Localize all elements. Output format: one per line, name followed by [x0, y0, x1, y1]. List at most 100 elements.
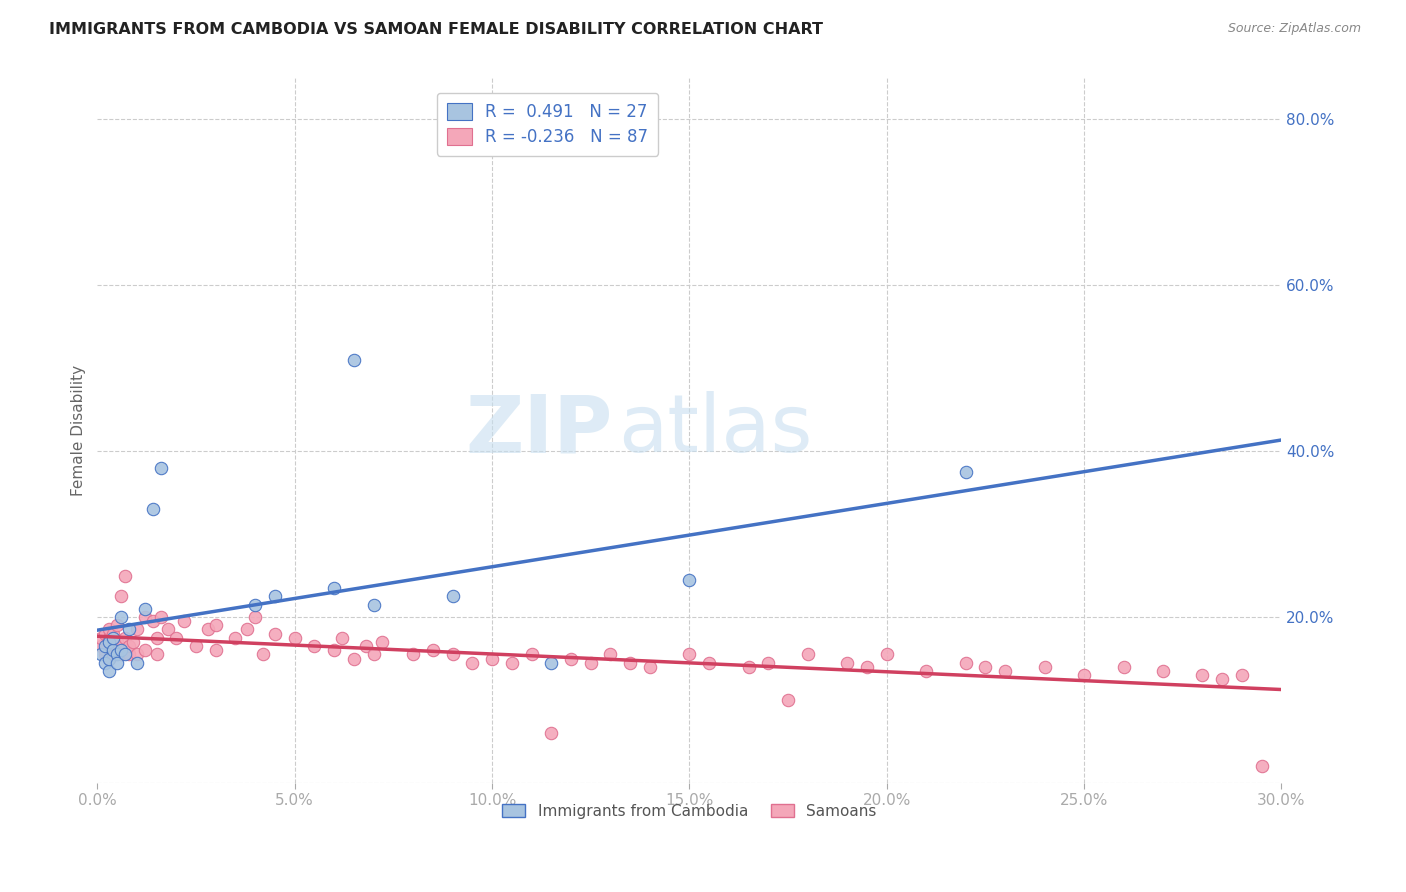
Point: [98, 664, 121, 678]
Point: [323, 581, 346, 595]
Point: [90, 631, 112, 645]
Point: [756, 656, 779, 670]
Point: [797, 648, 820, 662]
Point: [737, 660, 759, 674]
Point: [323, 643, 346, 657]
Point: [1191, 668, 1213, 682]
Point: [837, 656, 859, 670]
Point: [856, 660, 879, 674]
Point: [994, 664, 1017, 678]
Point: [98, 631, 121, 645]
Point: [118, 648, 141, 662]
Point: [402, 648, 425, 662]
Point: [134, 601, 156, 615]
Point: [264, 589, 287, 603]
Point: [330, 631, 353, 645]
Point: [678, 648, 700, 662]
Point: [157, 623, 180, 637]
Point: [974, 660, 997, 674]
Point: [481, 651, 503, 665]
Point: [441, 648, 464, 662]
Point: [520, 648, 543, 662]
Point: [114, 631, 136, 645]
Point: [1112, 660, 1135, 674]
Point: [149, 610, 172, 624]
Point: [94, 648, 117, 662]
Point: [101, 631, 124, 645]
Point: [90, 648, 112, 662]
Point: [134, 643, 156, 657]
Point: [98, 651, 121, 665]
Point: [915, 664, 938, 678]
Point: [122, 635, 145, 649]
Point: [501, 656, 523, 670]
Point: [118, 623, 141, 637]
Point: [101, 648, 124, 662]
Point: [1033, 660, 1056, 674]
Point: [94, 639, 117, 653]
Point: [94, 626, 117, 640]
Point: [98, 635, 121, 649]
Point: [363, 598, 385, 612]
Point: [145, 648, 167, 662]
Point: [197, 623, 219, 637]
Point: [441, 589, 464, 603]
Point: [184, 639, 207, 653]
Point: [105, 656, 128, 670]
Point: [204, 618, 226, 632]
Point: [142, 502, 165, 516]
Point: [224, 631, 246, 645]
Point: [105, 635, 128, 649]
Point: [105, 643, 128, 657]
Point: [252, 648, 274, 662]
Point: [579, 656, 602, 670]
Point: [110, 589, 132, 603]
Point: [461, 656, 484, 670]
Text: IMMIGRANTS FROM CAMBODIA VS SAMOAN FEMALE DISABILITY CORRELATION CHART: IMMIGRANTS FROM CAMBODIA VS SAMOAN FEMAL…: [49, 22, 823, 37]
Point: [142, 614, 165, 628]
Point: [125, 623, 148, 637]
Point: [245, 610, 267, 624]
Point: [204, 643, 226, 657]
Point: [114, 568, 136, 582]
Point: [540, 726, 562, 740]
Y-axis label: Female Disability: Female Disability: [72, 365, 86, 496]
Point: [264, 626, 287, 640]
Point: [101, 626, 124, 640]
Text: Source: ZipAtlas.com: Source: ZipAtlas.com: [1227, 22, 1361, 36]
Point: [98, 651, 121, 665]
Point: [1250, 759, 1272, 773]
Point: [354, 639, 377, 653]
Text: ZIP: ZIP: [465, 392, 613, 469]
Point: [134, 610, 156, 624]
Point: [105, 618, 128, 632]
Point: [540, 656, 562, 670]
Point: [1230, 668, 1253, 682]
Point: [110, 643, 132, 657]
Point: [1152, 664, 1174, 678]
Point: [1211, 673, 1233, 687]
Point: [284, 631, 307, 645]
Point: [343, 651, 366, 665]
Point: [94, 643, 117, 657]
Point: [110, 648, 132, 662]
Point: [114, 643, 136, 657]
Point: [363, 648, 385, 662]
Point: [955, 656, 977, 670]
Point: [118, 639, 141, 653]
Point: [560, 651, 582, 665]
Point: [599, 648, 621, 662]
Point: [125, 656, 148, 670]
Point: [94, 656, 117, 670]
Point: [114, 648, 136, 662]
Point: [101, 643, 124, 657]
Point: [1073, 668, 1095, 682]
Point: [245, 598, 267, 612]
Legend: Immigrants from Cambodia, Samoans: Immigrants from Cambodia, Samoans: [496, 797, 883, 825]
Point: [955, 465, 977, 479]
Point: [145, 631, 167, 645]
Point: [101, 631, 124, 645]
Point: [304, 639, 326, 653]
Point: [105, 648, 128, 662]
Point: [98, 623, 121, 637]
